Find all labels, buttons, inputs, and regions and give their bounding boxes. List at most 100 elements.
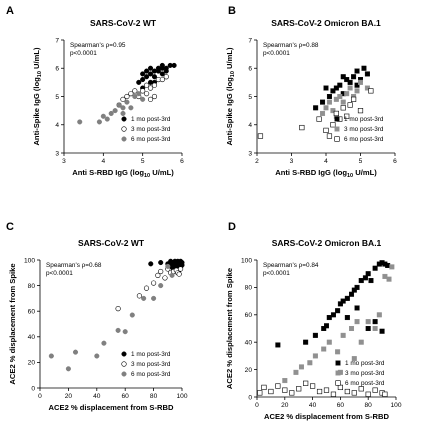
panel-d-s0-point-24 [344, 315, 350, 321]
panel-a-s2-point-7 [120, 105, 126, 111]
panel-d-s1-point-7 [335, 349, 341, 355]
panel-d-s2-point-9 [316, 388, 323, 395]
panel-a-xtick-label-0: 3 [62, 158, 66, 165]
panel-d-s0-point-4 [324, 323, 330, 329]
panel-b-s0-point-1 [320, 99, 326, 105]
panel-c-s2-point-12 [169, 272, 175, 278]
panel-b-stat-1: p<0.0001 [263, 50, 290, 57]
panel-c-s0-point-0 [148, 261, 154, 267]
panel-b-s1-point-4 [333, 96, 339, 102]
panel-b-s2-point-10 [347, 102, 353, 108]
panel-a-s1-point-7 [147, 85, 154, 91]
panel-d-s0-point-0 [275, 342, 281, 348]
panel-d-ytick-label-1: 20 [245, 367, 253, 374]
panel-b-s0-point-12 [361, 65, 367, 71]
panel-a-s1-point-0 [120, 96, 126, 102]
panel-c-s1-point-12 [176, 271, 182, 277]
panel-d-series-1 [282, 264, 395, 384]
panel-d-ytick-label-3: 60 [245, 312, 253, 319]
panel-a-s2-point-0 [77, 119, 83, 125]
panel-d-s0-point-10 [344, 295, 350, 301]
panel-d-s2-point-17 [372, 387, 378, 393]
panel-b-ytick-label-4: 7 [248, 37, 252, 44]
panel-b-s1-point-1 [323, 105, 329, 111]
panel-d-s1-point-12 [365, 319, 371, 325]
panel-d-s2-point-3 [275, 383, 281, 389]
panel-a-s1-point-11 [163, 74, 169, 80]
panel-b-ylabel: Anti-Spike IgG (log10 U/mL) [225, 47, 236, 146]
panel-a-s2-point-4 [108, 110, 114, 116]
panel-b-s1-point-5 [337, 93, 343, 99]
panel-b-s2-point-11 [350, 96, 357, 102]
panel-c-ytick-label-1: 20 [28, 360, 36, 367]
panel-c-legend-label-1: 3 mo post-3rd [131, 361, 171, 368]
panel-a-s0-point-19 [159, 62, 165, 68]
panel-d-s1-point-1 [293, 369, 299, 375]
panel-c-s1-point-0 [115, 306, 121, 312]
panel-c-ytick-label-2: 40 [28, 334, 36, 341]
panel-b-stat-0: Spearman's ρ=0.88 [263, 42, 319, 49]
panel-d-s2-point-2 [268, 388, 274, 395]
panel-a-title: SARS-CoV-2 WT [90, 18, 157, 28]
panel-d-stat-0: Spearman's ρ=0.84 [263, 262, 319, 269]
panel-d-s0-point-22 [385, 262, 391, 268]
panel-d-s2-point-5 [289, 390, 295, 396]
panel-a-s0-point-3 [144, 74, 150, 80]
panel-d-s2-point-8 [309, 383, 316, 389]
panel-b-series-2 [257, 88, 374, 139]
panel-c-s1-point-5 [158, 268, 164, 275]
panel-b-title: SARS-CoV-2 Omicron BA.1 [271, 18, 381, 28]
panel-a-s2-point-1 [96, 119, 102, 125]
panel-c-s0-point-1 [158, 260, 164, 266]
panel-b-s1-point-12 [364, 85, 370, 91]
panel-c-axes [39, 260, 182, 389]
panel-d-xtick-label-1: 20 [281, 402, 289, 409]
panel-a-s1-point-5 [140, 88, 146, 94]
panel-a-s1-point-1 [124, 93, 130, 100]
panel-a-s0-point-4 [147, 71, 154, 77]
panel-b-xtick-label-2: 4 [324, 158, 328, 165]
panel-d-ylabel: ACE2 % displacement from Spike [225, 268, 234, 389]
panel-a-s0-point-16 [144, 68, 150, 74]
panel-d-s0-point-18 [372, 265, 378, 271]
panel-a-xlabel: Anti S-RBD IgG (log10 U/mL) [72, 168, 174, 179]
panel-d-ytick-label-4: 80 [245, 285, 253, 292]
panel-d-s1-point-19 [351, 356, 357, 362]
panel-a-xtick-label-1: 4 [101, 158, 105, 165]
panel-a-s1-point-13 [147, 96, 154, 102]
panel-a-legend-label-2: 6 mo post-3rd [131, 136, 171, 143]
panel-b-legend-1-point-legend [334, 126, 340, 132]
panel-d-s1-point-6 [326, 339, 332, 345]
panel-b-s0-point-9 [351, 74, 357, 80]
panel-c-s1-point-13 [177, 266, 184, 272]
panel-d-s2-point-10 [323, 387, 330, 393]
panel-c-legend-0-point-legend [121, 351, 127, 357]
panel-a-s0-point-10 [159, 71, 165, 77]
panel-d-s1-point-8 [340, 332, 346, 338]
panel-a-ytick-label-4: 7 [55, 37, 59, 44]
panel-a-series-1 [116, 74, 169, 108]
panel-b-legend-label-0: 1 mo post-3rd [344, 116, 384, 123]
panel-a-stat-0: Spearman's ρ=0.95 [70, 42, 126, 49]
panel-c-legend-1-point-legend [121, 361, 127, 367]
panel-d-s1-point-3 [307, 360, 313, 366]
panel-d-s2-point-11 [330, 391, 337, 397]
panel-b-series-1 [320, 79, 370, 119]
panel-d-s1-point-16 [386, 276, 392, 282]
panel-c-s2-point-11 [165, 263, 171, 269]
panel-d-s1-point-0 [282, 378, 288, 384]
panel-d-s1-point-10 [354, 319, 360, 325]
panel-d-xtick-label-3: 60 [337, 402, 345, 409]
panel-d-legend-label-0: 1 mo post-3rd [345, 360, 385, 367]
panel-b-ytick-label-0: 3 [248, 150, 252, 157]
panel-d-s1-point-15 [382, 273, 388, 279]
panel-c-s1-point-1 [136, 293, 142, 299]
panel-a-s2-point-13 [120, 110, 126, 116]
panel-d-letter: D [228, 221, 236, 233]
panel-a-xtick-label-2: 5 [141, 158, 145, 165]
panel-d-xtick-label-2: 40 [309, 402, 317, 409]
panel-b-s1-point-6 [340, 99, 346, 105]
panel-b-s0-point-3 [330, 88, 336, 94]
panel-c-xtick-label-5: 100 [176, 393, 187, 400]
